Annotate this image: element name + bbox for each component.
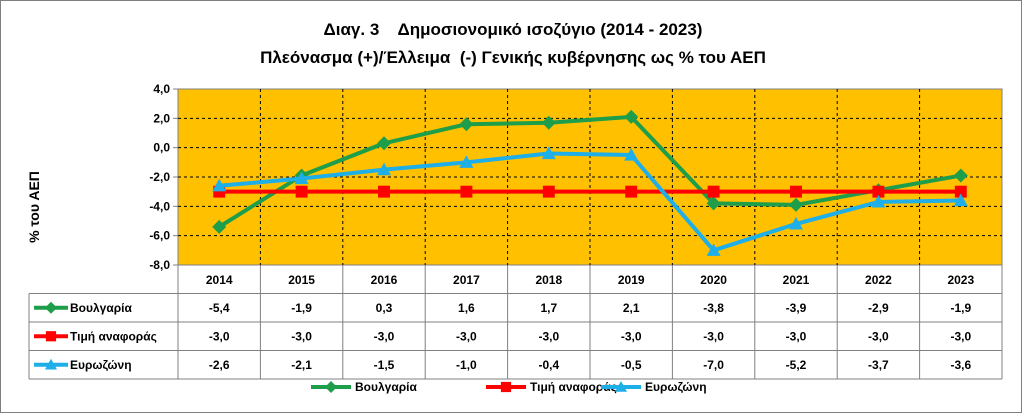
data-point [541, 115, 556, 130]
x-tick-label: 2018 [535, 273, 562, 287]
y-tick-label: 2,0 [153, 111, 170, 125]
legend-label: Βουλγαρία [355, 380, 417, 394]
table-cell-value: -5,4 [209, 301, 230, 315]
table-cell-value: -3,0 [291, 329, 312, 343]
table-cell-value: -3,0 [538, 329, 559, 343]
data-point [459, 155, 474, 168]
table-cell-value: 2,1 [623, 301, 640, 315]
table-series-label: Βουλγαρία [70, 301, 132, 315]
data-point [459, 117, 474, 132]
legend: Βουλγαρία Τιμή αναφοράς Ευρωζώνη [311, 380, 707, 394]
table-cell-value: -3,0 [621, 329, 642, 343]
table-cell-value: -3,6 [950, 358, 971, 372]
table-cell-value: 1,6 [458, 301, 475, 315]
data-point [790, 185, 802, 198]
table-cell-value: -3,0 [456, 329, 477, 343]
x-tick-label: 2014 [206, 273, 233, 287]
data-table: 2014 2015 2016 2017 2018 2019 2020 2021 2022 2023… [28, 265, 1003, 380]
table-cell-value: -7,0 [703, 358, 724, 372]
table-cell-value: -3,0 [786, 329, 807, 343]
series-lines [212, 109, 968, 256]
table-cell-value: -1,9 [950, 301, 971, 315]
table-series-label: Τιμή αναφοράς [70, 329, 157, 343]
data-point [295, 185, 308, 198]
table-cell-value: -3,7 [868, 358, 889, 372]
data-point [212, 178, 227, 192]
data-point [953, 193, 968, 207]
data-point [706, 243, 721, 256]
table-series-label: Ευρωζώνη [70, 358, 132, 372]
table-cell-value: -3,0 [868, 329, 889, 343]
legend-key-marker [615, 381, 627, 392]
x-tick-label: 2019 [618, 273, 645, 287]
chart-subtitle: Πλεόνασμα (+)/Έλλειμα (-) Γενικής κυβέρν… [260, 48, 766, 67]
data-point [377, 136, 391, 151]
series-line [218, 114, 962, 229]
table-cell-value: -5,2 [786, 358, 807, 372]
y-tick-label: 0,0 [153, 141, 170, 155]
y-tick-label: -8,0 [149, 258, 170, 272]
y-tick-label: -2,0 [149, 170, 170, 184]
chart-title: Διαγ. 3 Δημοσιονομικό ισοζύγιο (2014 - 2… [324, 20, 703, 39]
legend-key-marker [325, 381, 337, 393]
y-tick-label: 4,0 [153, 82, 170, 96]
table-cell-value: -3,0 [209, 329, 230, 343]
table-cell-value: -3,0 [950, 329, 971, 343]
x-tick-label: 2016 [371, 273, 398, 287]
x-tick-label: 2023 [947, 273, 974, 287]
legend-label: Τιμή αναφοράς [530, 380, 617, 394]
y-tick-label: -6,0 [149, 229, 170, 243]
x-tick-label: 2017 [453, 273, 480, 287]
table-cell-value: -2,1 [291, 358, 312, 372]
data-point [706, 196, 721, 211]
series-line [219, 151, 961, 253]
table-cell-value: -3,8 [703, 301, 724, 315]
y-axis-label: % του ΑΕΠ [26, 171, 42, 243]
table-cell-value: -3,0 [374, 329, 395, 343]
x-tick-label: 2021 [783, 273, 810, 287]
table-cell-value: -2,9 [868, 301, 889, 315]
table-cell-value: -0,4 [538, 358, 559, 372]
table-legend-key-marker [45, 301, 57, 314]
data-point [213, 185, 226, 198]
data-point [212, 219, 227, 234]
table-cell-value: 1,7 [540, 301, 557, 315]
data-point [871, 194, 886, 208]
data-point [789, 216, 803, 230]
data-point [789, 197, 803, 212]
table-legend-key-marker [45, 331, 57, 342]
data-point [294, 171, 309, 185]
data-point [707, 185, 720, 198]
data-point [541, 146, 556, 160]
x-tick-label: 2022 [865, 273, 892, 287]
plot-area: 4,0 2,0 0,0 -2,0 -4,0 -6,0 -8,0 [149, 82, 1003, 272]
x-tick-label: 2015 [288, 273, 315, 287]
table-cell-value: -1,9 [291, 301, 312, 315]
data-point [378, 185, 390, 198]
table-cell-value: -2,6 [209, 358, 230, 372]
table-cell-value: -0,5 [621, 358, 642, 372]
table-legend-key-marker [45, 358, 57, 370]
data-point [624, 148, 639, 161]
data-point [377, 162, 391, 176]
legend-label: Ευρωζώνη [645, 380, 707, 394]
y-tick-label: -4,0 [149, 199, 170, 213]
data-point [872, 185, 885, 198]
data-point [625, 185, 638, 198]
data-point [460, 185, 473, 198]
data-point [953, 168, 968, 183]
table-cell-value: -3,0 [703, 329, 724, 343]
table-cell-value: 0,3 [376, 301, 393, 315]
table-cell-value: -3,9 [786, 301, 807, 315]
data-point [624, 109, 639, 124]
table-cell-value: -1,5 [374, 358, 395, 372]
data-point [954, 185, 967, 198]
table-cell-value: -1,0 [456, 358, 477, 372]
data-point [542, 185, 555, 198]
legend-key-marker [500, 381, 512, 393]
x-tick-label: 2020 [700, 273, 727, 287]
